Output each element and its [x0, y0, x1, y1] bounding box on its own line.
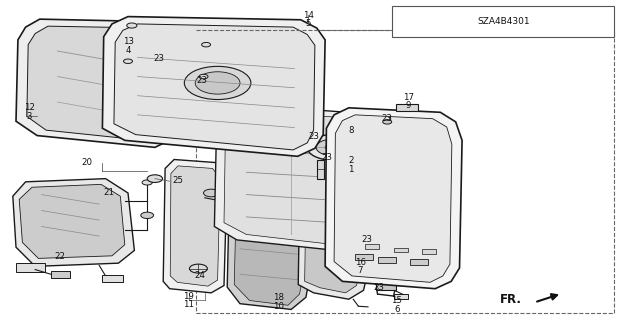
- Bar: [365, 244, 379, 249]
- Polygon shape: [13, 179, 134, 266]
- Polygon shape: [234, 173, 306, 305]
- Text: 12: 12: [24, 103, 35, 112]
- Text: SZA4B4301: SZA4B4301: [477, 17, 530, 26]
- Text: 15: 15: [391, 296, 403, 305]
- Polygon shape: [227, 169, 314, 309]
- Text: 25: 25: [172, 176, 184, 185]
- Circle shape: [141, 212, 154, 219]
- Text: 10: 10: [273, 302, 284, 311]
- Text: 5: 5: [306, 19, 311, 28]
- Text: 20: 20: [81, 158, 92, 167]
- Text: 23: 23: [361, 235, 372, 244]
- Polygon shape: [27, 26, 173, 141]
- Text: 23: 23: [308, 132, 319, 141]
- Bar: [396, 104, 418, 111]
- Polygon shape: [19, 184, 125, 258]
- Circle shape: [147, 175, 163, 182]
- Bar: [102, 275, 123, 282]
- Text: 7: 7: [358, 266, 363, 275]
- Text: 4: 4: [126, 46, 131, 55]
- Circle shape: [316, 139, 349, 156]
- Circle shape: [184, 66, 251, 100]
- Polygon shape: [102, 17, 325, 156]
- Text: 13: 13: [123, 37, 134, 46]
- Circle shape: [142, 180, 152, 185]
- Polygon shape: [305, 169, 364, 293]
- Polygon shape: [114, 24, 315, 150]
- Text: 23: 23: [321, 153, 332, 162]
- Text: 9: 9: [406, 101, 411, 110]
- Bar: [378, 257, 396, 263]
- Text: 6: 6: [394, 305, 399, 314]
- Circle shape: [307, 135, 358, 160]
- Circle shape: [199, 74, 208, 79]
- Text: 22: 22: [54, 252, 65, 261]
- Bar: [355, 254, 373, 260]
- Bar: [317, 160, 324, 179]
- Polygon shape: [214, 105, 421, 255]
- Bar: [392, 6, 614, 37]
- Polygon shape: [325, 108, 462, 289]
- Circle shape: [204, 189, 219, 197]
- Polygon shape: [334, 115, 452, 282]
- Bar: [376, 284, 396, 290]
- Circle shape: [325, 144, 340, 151]
- Text: 16: 16: [355, 258, 366, 267]
- Polygon shape: [163, 160, 227, 293]
- Polygon shape: [298, 163, 372, 299]
- Circle shape: [202, 42, 211, 47]
- Text: 14: 14: [303, 11, 314, 20]
- Text: 17: 17: [403, 93, 414, 102]
- Circle shape: [124, 59, 132, 63]
- Text: 23: 23: [196, 76, 207, 85]
- Polygon shape: [16, 19, 182, 147]
- Bar: [410, 259, 428, 265]
- Circle shape: [195, 72, 240, 94]
- Bar: [16, 263, 45, 272]
- Circle shape: [383, 120, 392, 124]
- Bar: [422, 249, 436, 254]
- Text: 24: 24: [194, 271, 205, 280]
- Text: 21: 21: [103, 189, 115, 197]
- Bar: [394, 248, 408, 252]
- Text: 3: 3: [27, 112, 32, 121]
- Text: 23: 23: [373, 283, 385, 292]
- Circle shape: [310, 123, 317, 127]
- Text: 11: 11: [183, 300, 195, 309]
- Circle shape: [189, 264, 207, 273]
- Text: 2: 2: [348, 156, 353, 165]
- Bar: [358, 266, 367, 270]
- Bar: [394, 294, 408, 299]
- Text: 19: 19: [184, 292, 194, 300]
- Text: 23: 23: [381, 114, 393, 123]
- Polygon shape: [224, 111, 412, 249]
- Text: 18: 18: [273, 293, 284, 302]
- Text: 8: 8: [349, 126, 354, 135]
- Bar: [356, 273, 366, 276]
- Circle shape: [127, 23, 137, 28]
- Text: FR.: FR.: [500, 293, 522, 306]
- Text: 1: 1: [348, 165, 353, 174]
- Polygon shape: [170, 166, 220, 286]
- Text: 23: 23: [153, 54, 164, 63]
- Bar: [51, 271, 70, 278]
